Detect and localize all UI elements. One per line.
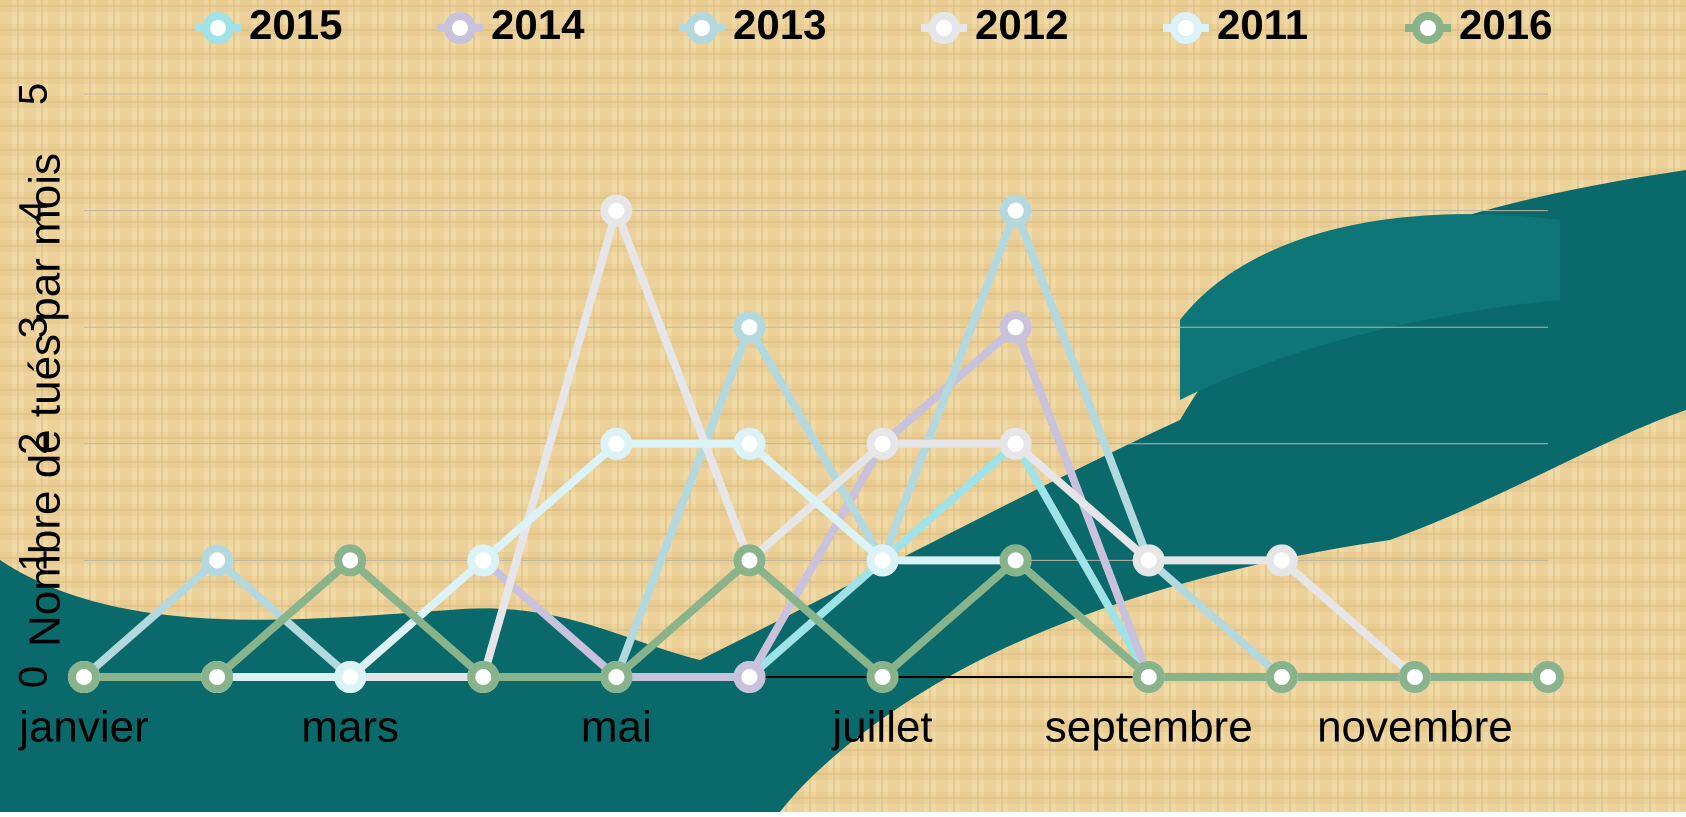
point-marker bbox=[733, 427, 766, 460]
point-marker bbox=[999, 427, 1032, 460]
point-marker bbox=[733, 661, 766, 693]
point-marker bbox=[467, 661, 500, 693]
point-marker bbox=[733, 544, 766, 577]
series-line bbox=[84, 556, 1548, 681]
y-tick-label: 3 bbox=[12, 316, 56, 338]
point-marker bbox=[1532, 661, 1564, 693]
legend-label: 2013 bbox=[733, 1, 826, 48]
point-marker bbox=[600, 194, 633, 227]
x-tick-label: juillet bbox=[830, 703, 932, 752]
point-marker bbox=[866, 544, 899, 577]
point-marker bbox=[999, 544, 1032, 577]
hand-highlight bbox=[1180, 214, 1560, 400]
x-tick-label: septembre bbox=[1045, 703, 1253, 752]
legend-swatch-marker bbox=[444, 12, 476, 44]
point-marker bbox=[201, 661, 234, 693]
point-marker bbox=[999, 311, 1032, 344]
y-tick-label: 2 bbox=[12, 433, 56, 455]
point-marker bbox=[866, 427, 899, 460]
point-marker bbox=[68, 661, 100, 693]
point-marker bbox=[1265, 544, 1298, 577]
y-tick-label: 0 bbox=[12, 666, 56, 688]
y-axis-label: Nombre de tués par mois bbox=[21, 153, 70, 647]
legend-label: 2011 bbox=[1217, 1, 1308, 48]
point-marker bbox=[600, 427, 633, 460]
point-marker bbox=[600, 661, 633, 693]
legend-label: 2015 bbox=[249, 1, 342, 48]
legend-swatch-marker bbox=[928, 12, 960, 44]
x-tick-label: mars bbox=[301, 703, 399, 752]
legend-swatch-marker bbox=[686, 12, 718, 44]
y-tick-label: 1 bbox=[12, 549, 56, 571]
point-marker bbox=[467, 544, 500, 577]
x-tick-label: mai bbox=[581, 703, 652, 752]
legend-swatch-marker bbox=[202, 12, 234, 44]
y-tick-label: 5 bbox=[12, 83, 56, 105]
point-marker bbox=[1398, 661, 1431, 693]
point-marker bbox=[999, 194, 1032, 227]
legend-label: 2014 bbox=[491, 1, 585, 48]
point-marker bbox=[334, 544, 367, 577]
legend-label: 2016 bbox=[1459, 1, 1552, 48]
point-marker bbox=[201, 544, 234, 577]
point-marker bbox=[334, 661, 367, 693]
point-marker bbox=[1132, 661, 1165, 693]
legend-swatch-marker bbox=[1412, 12, 1444, 44]
y-tick-label: 4 bbox=[12, 199, 56, 221]
x-tick-label: janvier bbox=[17, 703, 149, 752]
point-marker bbox=[1265, 661, 1298, 693]
point-marker bbox=[866, 661, 899, 693]
legend-swatch-marker bbox=[1170, 12, 1202, 44]
x-tick-label: novembre bbox=[1317, 703, 1513, 752]
point-marker bbox=[733, 311, 766, 344]
legend-label: 2012 bbox=[975, 1, 1068, 48]
point-marker bbox=[1132, 544, 1165, 577]
